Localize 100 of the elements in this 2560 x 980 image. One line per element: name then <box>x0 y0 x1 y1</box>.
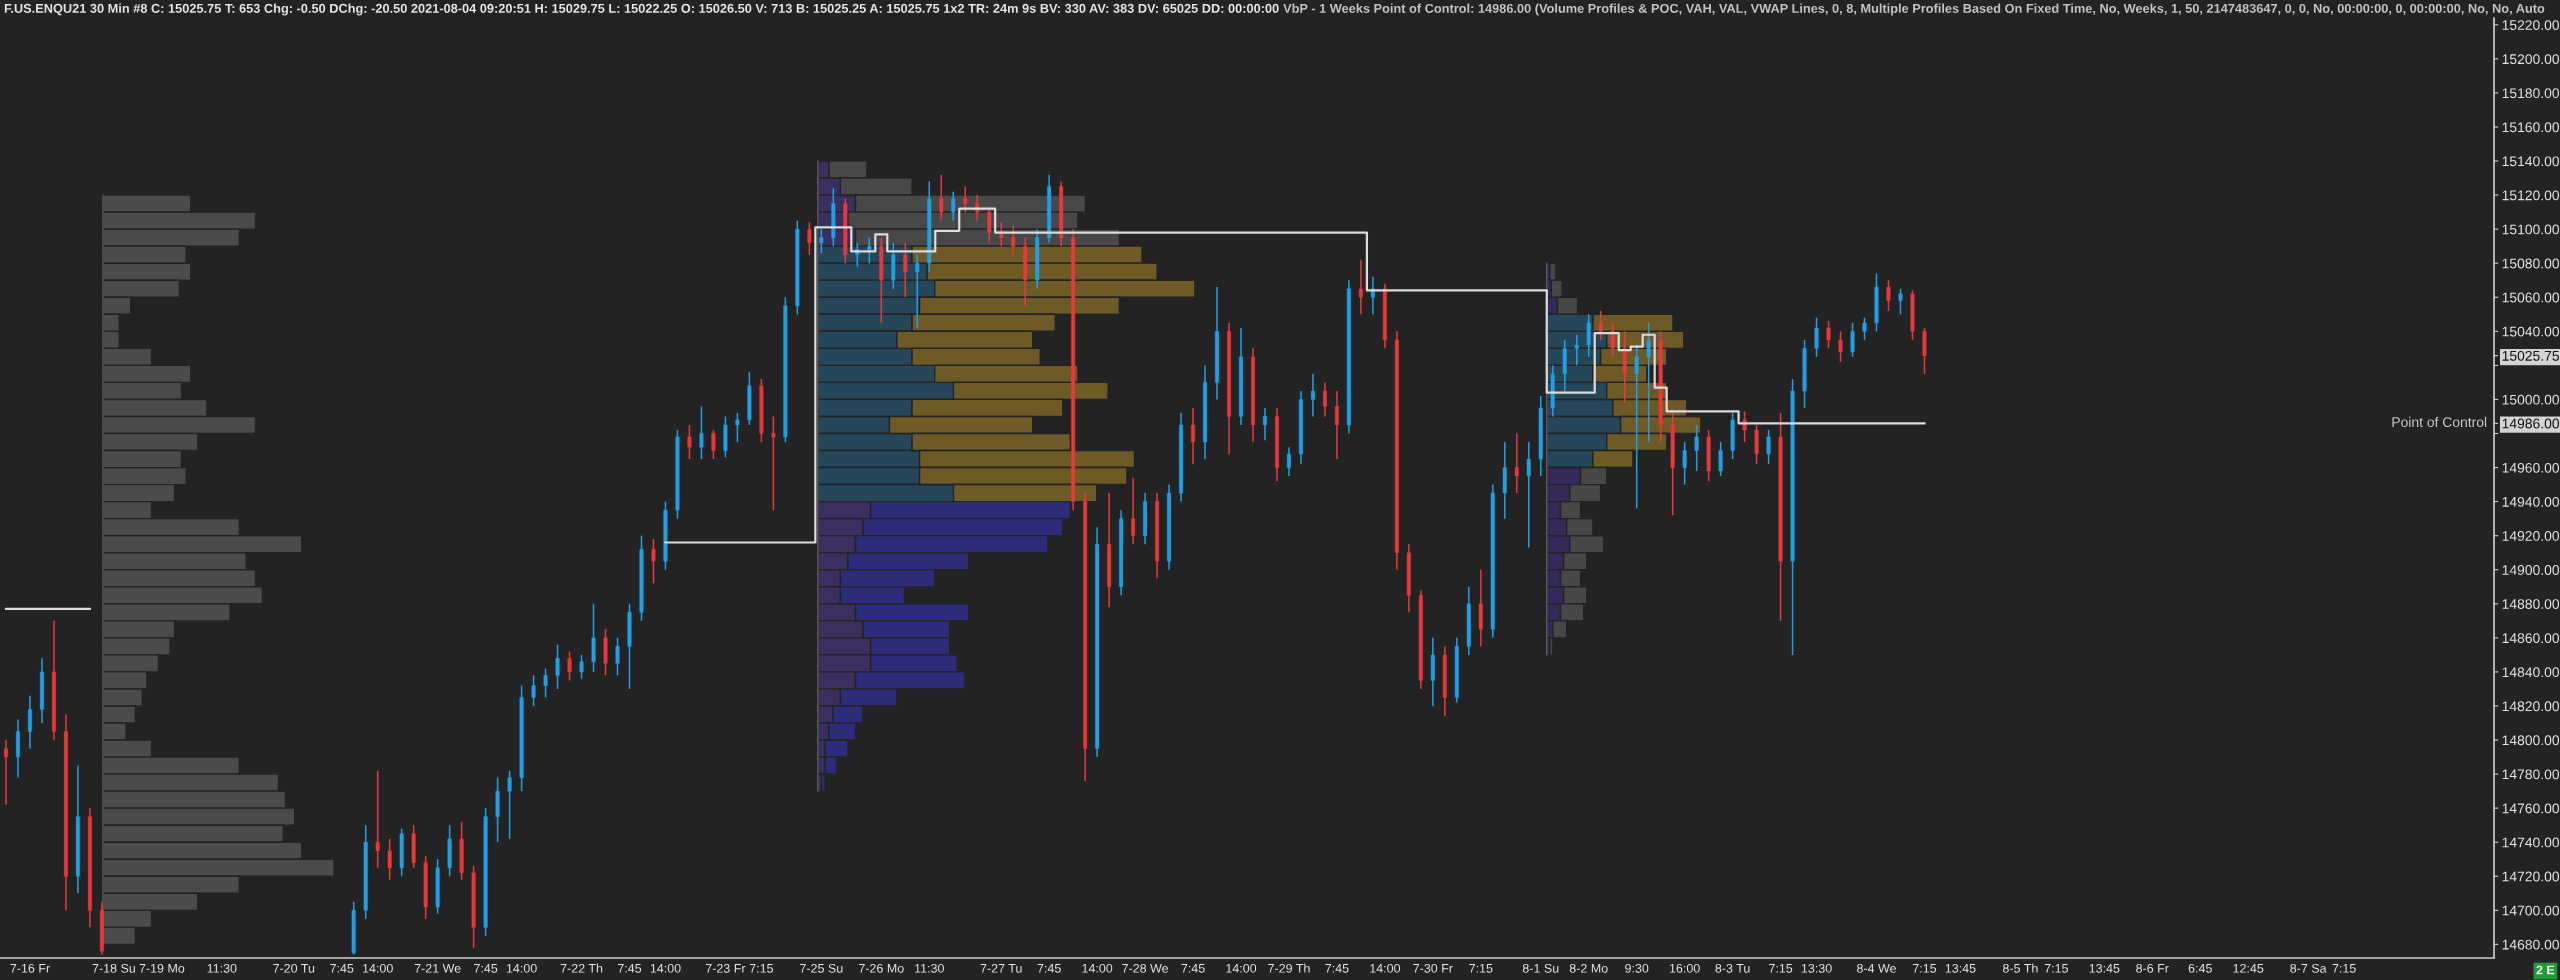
y-tick-label: 15060.00 <box>2502 292 2560 303</box>
candlestick <box>375 769 380 869</box>
y-tick-label: 15000.00 <box>2502 394 2560 405</box>
x-tick-label: 7:15 <box>2332 964 2356 973</box>
candlestick <box>1586 313 1591 358</box>
y-tick-label: 14920.00 <box>2502 531 2560 541</box>
candlestick <box>1322 381 1327 418</box>
candlestick <box>543 667 548 699</box>
x-tick-label: 16:00 <box>1669 963 1700 973</box>
x-tick-label: 7:45 <box>330 964 354 973</box>
x-tick-label: 14:00 <box>506 963 537 973</box>
candlestick <box>699 405 704 460</box>
x-tick-label: 7:15 <box>1469 964 1493 973</box>
chart-subtitle: VbP - 1 Weeks Point of Control: 14986.00 (Volume Profiles & POC, VAH, VAL, VWAP Lines, 0, 8, Multiple Profiles Based On Fixed Time, No, Weeks, 1, 50, 2147483647, 0, 0, No, 00:00:00, 0, 00:00:00, No, No, Auto <box>1283 3 2545 16</box>
candlestick <box>687 424 692 460</box>
candlestick <box>771 415 776 511</box>
x-tick-label: 7:15 <box>1912 964 1937 973</box>
candlestick <box>903 242 908 299</box>
x-tick-label: 7:45 <box>1181 964 1205 973</box>
candlestick <box>915 253 920 329</box>
x-tick-label: 7:15 <box>1769 964 1793 973</box>
x-tick-label: 8-7 Sa <box>2290 963 2327 973</box>
candlestick <box>1814 316 1819 358</box>
y-tick-label: 15220.00 <box>2502 20 2560 30</box>
y-tick-label: 15040.00 <box>2502 326 2560 337</box>
x-tick-label: 7:15 <box>749 964 774 973</box>
candlestick <box>1131 477 1136 545</box>
candlestick <box>1682 441 1687 486</box>
x-tick-label: 13:45 <box>2089 963 2120 973</box>
y-tick-label: 14880.00 <box>2502 599 2560 609</box>
x-tick-label: 11:30 <box>207 963 237 973</box>
y-tick-label: 15025.75 <box>2502 350 2559 361</box>
y-tick-label: 14740.00 <box>2502 837 2560 848</box>
x-tick-label: 14:00 <box>1370 963 1401 973</box>
x-tick-label: 14:00 <box>650 963 681 973</box>
candlestick <box>1838 330 1843 363</box>
y-tick-label: 15080.00 <box>2502 258 2560 269</box>
candlestick <box>867 236 872 264</box>
y-tick-label: 15140.00 <box>2502 156 2560 167</box>
candlestick <box>1886 279 1891 312</box>
x-tick-label: 7-25 Su <box>800 963 843 973</box>
candlestick <box>951 190 956 222</box>
x-tick-label: 7-23 Fr <box>705 963 746 973</box>
x-tick-label: 7-30 Fr <box>1413 963 1453 973</box>
x-tick-label: 7:45 <box>1325 964 1349 973</box>
y-tick-label: 15120.00 <box>2502 190 2560 201</box>
candlestick <box>1862 316 1867 341</box>
y-tick-label: 14760.00 <box>2502 803 2560 814</box>
candlestick <box>975 194 980 222</box>
chart-title: F.US.ENQU21 30 Min #8 C: 15025.75 T: 653 Chg: -0.50 DChg: -20.50 2021-08-04 09:20:51 H: 15029.75 L: 15022.25 O: 15026.50 V: 713 B: 15025.25 A: 15025.75 1x2 TR: 24m 9s BV: 330 AV: 383 DV: 65025 DD: 00:00:00 <box>4 3 1279 16</box>
y-tick-label: 14940.00 <box>2502 496 2560 507</box>
candlestick <box>1262 407 1267 442</box>
x-tick-label: 8-1 Su <box>1522 963 1559 973</box>
candlestick <box>1898 287 1903 316</box>
x-tick-label: 7:45 <box>1037 964 1061 973</box>
x-tick-label: 14:00 <box>363 963 393 973</box>
candlestick <box>963 185 968 213</box>
candlestick <box>1754 424 1759 465</box>
candlestick <box>1598 310 1603 341</box>
x-tick-label: 7-28 We <box>1122 963 1169 973</box>
y-tick-label: 14680.00 <box>2502 939 2560 950</box>
y-tick-label: 14780.00 <box>2502 769 2560 780</box>
x-tick-label: 7-26 Mo <box>859 963 904 973</box>
candlestick <box>1286 446 1291 477</box>
candlestick <box>651 538 656 585</box>
candlestick <box>1011 224 1016 256</box>
x-tick-label: 8-4 We <box>1857 963 1896 973</box>
candlestick <box>27 694 32 750</box>
candlestick <box>1358 259 1363 316</box>
candlestick <box>1574 333 1579 367</box>
candlestick <box>567 650 572 682</box>
x-tick-label: 8-3 Tu <box>1715 963 1750 973</box>
candlestick <box>3 739 8 806</box>
candlestick <box>1694 424 1699 472</box>
y-tick-label: 15200.00 <box>2502 54 2560 65</box>
candlestick <box>1766 429 1771 465</box>
candlestick <box>1850 322 1855 358</box>
y-tick-label: 15100.00 <box>2502 224 2560 235</box>
x-tick-label: 7-22 Th <box>560 963 603 973</box>
x-tick-label: 8-5 Th <box>2002 963 2038 973</box>
x-tick-label: 7-16 Fr <box>10 963 50 973</box>
y-tick-label: 14840.00 <box>2502 667 2560 678</box>
x-tick-label: 7-29 Th <box>1268 963 1310 973</box>
x-tick-label: 7-19 Mo <box>139 963 185 973</box>
x-tick-label: 7-18 Su <box>92 963 135 973</box>
candlestick <box>1826 320 1831 350</box>
x-tick-label: 11:30 <box>915 963 944 973</box>
candlestick <box>1610 322 1615 358</box>
candlestick <box>579 654 584 680</box>
candlestick <box>1334 390 1339 460</box>
x-tick-label: 7-21 We <box>414 963 461 973</box>
x-tick-label: 7-20 Tu <box>273 963 315 973</box>
candlestick <box>1634 344 1639 510</box>
candlestick <box>1526 441 1531 549</box>
x-tick-label: 14:00 <box>1082 963 1113 973</box>
x-tick-label: 7:15 <box>2044 964 2068 973</box>
candlestick <box>1742 410 1747 443</box>
y-tick-label: 15180.00 <box>2502 88 2560 99</box>
candlestick <box>735 412 740 443</box>
candlestick <box>711 429 716 460</box>
